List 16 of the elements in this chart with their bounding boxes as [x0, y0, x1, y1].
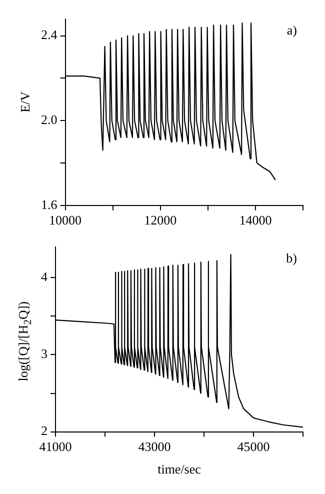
- y-axis-title: E/V: [16, 92, 33, 112]
- x-tick-label: 43000: [138, 439, 171, 454]
- y-tick-label: 3: [41, 346, 48, 362]
- y-tick-label: 2: [41, 423, 48, 438]
- x-tick-label: 12000: [144, 212, 177, 228]
- x-tick-label: 10000: [49, 212, 82, 228]
- y-tick-label: 4: [41, 269, 48, 284]
- y-tick-label: 2.0: [41, 112, 58, 128]
- x-tick-label: 14000: [239, 212, 272, 228]
- x-tick-label: 41000: [39, 439, 72, 454]
- annotation: a): [286, 22, 297, 38]
- annotation: b): [286, 250, 297, 266]
- y-tick-label: 1.6: [41, 196, 58, 212]
- y-tick-label: 2.4: [41, 27, 58, 42]
- x-axis-title: time/sec: [158, 462, 202, 477]
- x-tick-label: 45000: [237, 439, 270, 454]
